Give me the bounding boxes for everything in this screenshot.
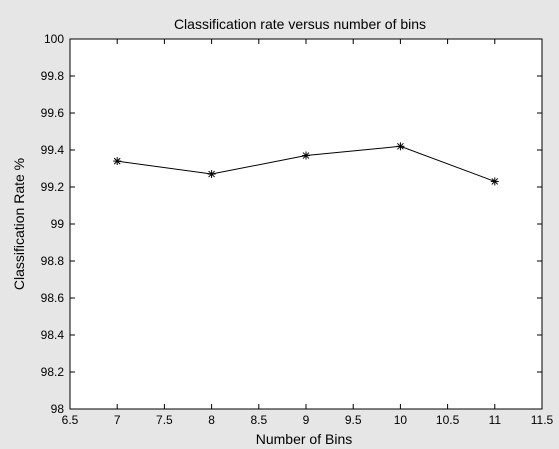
y-axis: 98 98.2 98.4 98.6 98.8 99 99.2 99.4 99.6 99.8 100 [41,32,542,416]
x-tick-label: 7.5 [156,413,173,427]
y-axis-title: Classification Rate % [11,158,27,290]
x-tick-label: 11 [489,413,502,427]
y-tick-label: 99.6 [41,106,65,120]
x-tick-label: 7 [114,413,121,427]
series-layer [113,142,499,186]
x-tick-label: 9 [303,413,310,427]
x-axis: 6.5 7 7.5 8 8.5 9 9.5 10 10.5 11 11.5 [62,39,554,427]
y-tick-label: 99 [51,217,65,231]
y-tick-label: 98 [51,402,65,416]
x-tick-label: 10.5 [436,413,460,427]
x-tick-label: 8.5 [250,413,267,427]
x-tick-label: 6.5 [62,413,79,427]
y-tick-label: 100 [44,32,64,46]
x-axis-title: Number of Bins [256,431,352,447]
y-tick-label: 98.8 [41,254,65,268]
data-point [302,151,310,160]
y-tick-label: 99.2 [41,180,65,194]
y-tick-label: 99.4 [41,143,65,157]
data-point [113,157,122,166]
data-point [207,170,216,179]
y-tick-label: 98.4 [41,328,65,342]
x-tick-label: 11.5 [531,413,554,427]
data-point [396,142,405,151]
x-tick-label: 10 [394,413,408,427]
y-tick-label: 98.6 [41,291,65,305]
x-tick-label: 8 [208,413,215,427]
chart-title: Classification rate versus number of bin… [174,16,426,32]
x-tick-label: 9.5 [345,413,362,427]
data-point [490,177,499,186]
y-tick-label: 99.8 [41,69,65,83]
plot-area [69,38,543,410]
y-tick-label: 98.2 [41,365,65,379]
